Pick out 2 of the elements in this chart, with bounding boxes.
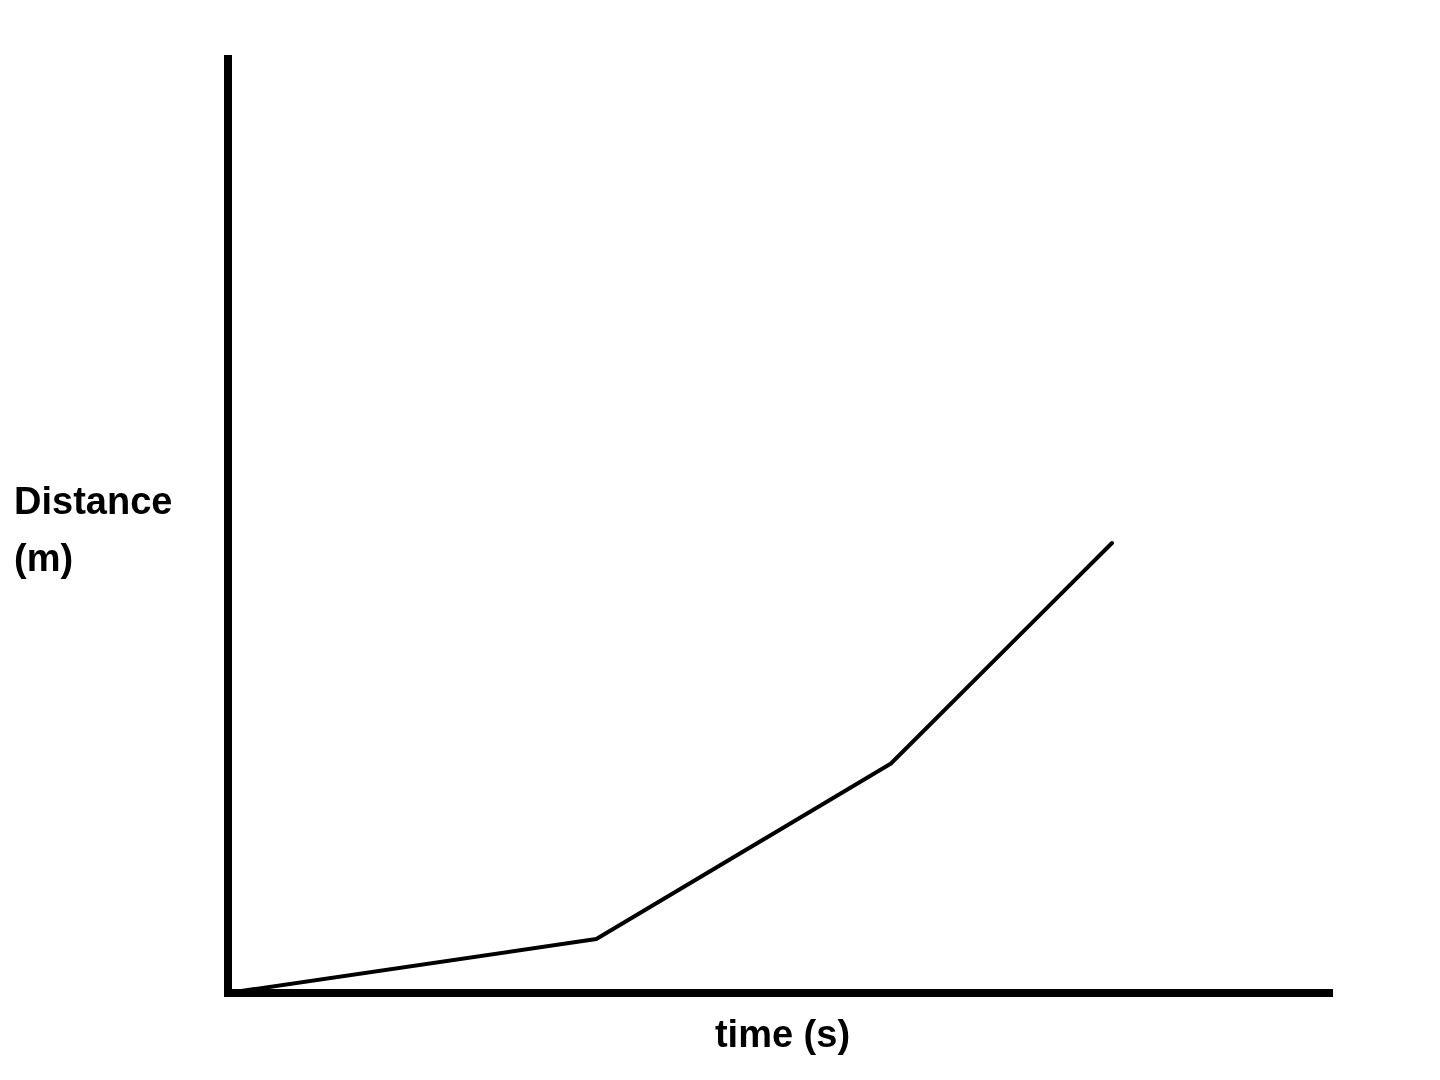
y-axis-title: Distance (m)	[14, 480, 173, 579]
x-axis-title: time (s)	[714, 1013, 851, 1055]
